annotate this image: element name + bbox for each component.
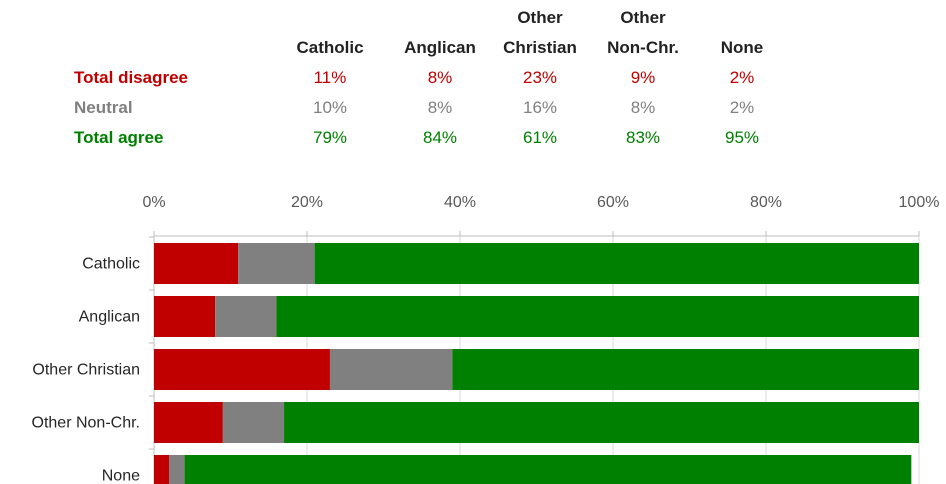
x-tick-label: 100% bbox=[899, 194, 940, 211]
bar-segment bbox=[154, 402, 223, 443]
bar-segment bbox=[284, 402, 919, 443]
table-column-header: Christian bbox=[503, 38, 577, 57]
table-row-label: Total disagree bbox=[74, 68, 188, 87]
stacked-bar-chart: 0% 20% 40% 60% 80% 100% Catholic Anglican Other … bbox=[32, 194, 940, 484]
bar-segment bbox=[154, 243, 239, 284]
y-category-label: Anglican bbox=[79, 309, 140, 326]
table-row-label: Neutral bbox=[74, 98, 133, 117]
bar-segment bbox=[184, 455, 912, 484]
table-column-header: Anglican bbox=[404, 38, 476, 57]
y-category-label: Catholic bbox=[82, 256, 140, 273]
bar-segment bbox=[452, 349, 919, 390]
x-tick-label: 0% bbox=[142, 194, 165, 211]
table-column-header: Catholic bbox=[296, 38, 364, 57]
bar-segment bbox=[215, 296, 277, 337]
y-category-label: Other Christian bbox=[32, 362, 140, 379]
x-tick-label: 40% bbox=[444, 194, 476, 211]
table-cell: 10% bbox=[312, 98, 348, 117]
bar-segment bbox=[329, 349, 453, 390]
table-column-header: Other bbox=[620, 8, 666, 27]
table-column-header: None bbox=[720, 38, 764, 57]
x-tick-label: 60% bbox=[597, 194, 629, 211]
table-cell: 8% bbox=[427, 68, 453, 87]
table-cell: 11% bbox=[313, 68, 347, 87]
table-cell: 95% bbox=[724, 128, 760, 147]
y-category-label: None bbox=[102, 468, 140, 484]
table-cell: 2% bbox=[729, 98, 755, 117]
bar-segment bbox=[276, 296, 919, 337]
table-cell: 84% bbox=[422, 128, 458, 147]
bar-segment bbox=[169, 455, 185, 484]
bar-segment bbox=[314, 243, 919, 284]
table-cell: 2% bbox=[729, 68, 755, 87]
table-cell: 83% bbox=[625, 128, 661, 147]
bar-segment bbox=[154, 455, 170, 484]
table-cell: 79% bbox=[312, 128, 348, 147]
table-cell: 9% bbox=[630, 68, 656, 87]
x-tick-label: 20% bbox=[291, 194, 323, 211]
x-tick-label: 80% bbox=[750, 194, 782, 211]
table-row-label: Total agree bbox=[74, 128, 164, 147]
bar-segment bbox=[154, 349, 330, 390]
y-category-label: Other Non-Chr. bbox=[32, 415, 140, 432]
table-cell: 23% bbox=[522, 68, 558, 87]
table-column-header: Other bbox=[517, 8, 563, 27]
table-column-header: Non-Chr. bbox=[607, 38, 679, 57]
bar-segment bbox=[238, 243, 315, 284]
table-cell: 8% bbox=[630, 98, 656, 117]
summary-table: Catholic Anglican Other Christian Other Non-C… bbox=[0, 0, 946, 160]
table-cell: 16% bbox=[522, 98, 558, 117]
table-cell: 8% bbox=[427, 98, 453, 117]
bar-segment bbox=[154, 296, 216, 337]
table-cell: 61% bbox=[522, 128, 558, 147]
bar-segment bbox=[222, 402, 285, 443]
